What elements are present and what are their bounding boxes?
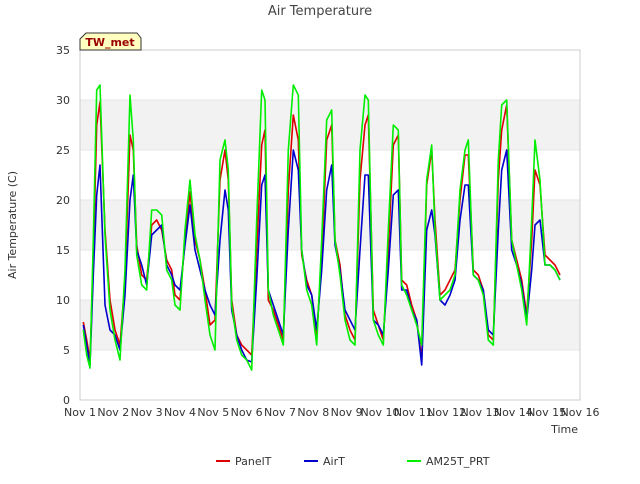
x-tick-label: Nov 11 — [394, 406, 433, 419]
grid-band — [80, 300, 580, 350]
x-tick-label: Nov 7 — [264, 406, 296, 419]
legend-label: AM25T_PRT — [426, 455, 490, 468]
legend-label: AirT — [323, 455, 345, 468]
x-tick-label: Nov 5 — [197, 406, 229, 419]
y-tick-label: 30 — [56, 94, 70, 107]
grid-band — [80, 250, 580, 300]
x-tick-label: Nov 1 — [64, 406, 96, 419]
plot-border — [79, 49, 581, 401]
x-tick-label: Nov 10 — [361, 406, 400, 419]
grid-band — [80, 350, 580, 400]
y-tick-label: 25 — [56, 144, 70, 157]
x-tick-label: Nov 15 — [527, 406, 566, 419]
x-tick-label: Nov 8 — [297, 406, 329, 419]
y-tick-label: 20 — [56, 194, 70, 207]
series-line-am25t-prt — [82, 84, 561, 371]
y-tick-label: 15 — [56, 244, 70, 257]
x-tick-label: Nov 14 — [494, 406, 533, 419]
grid-band — [80, 200, 580, 250]
x-tick-label: Nov 12 — [427, 406, 466, 419]
y-tick-label: 10 — [56, 294, 70, 307]
y-tick-label: 0 — [63, 394, 70, 407]
x-tick-label: Nov 9 — [331, 406, 363, 419]
badge-label: TW_met — [85, 36, 134, 49]
x-tick-label: Nov 4 — [164, 406, 196, 419]
badge: TW_met — [79, 32, 142, 51]
x-tick-label: Nov 3 — [131, 406, 163, 419]
x-axis-label: Time — [550, 423, 578, 436]
y-tick-label: 35 — [56, 44, 70, 57]
grid-band — [80, 50, 580, 100]
y-tick-label: 5 — [63, 344, 70, 357]
grid-band — [80, 100, 580, 150]
x-tick-label: Nov 13 — [461, 406, 500, 419]
y-axis-label: Air Temperature (C) — [6, 171, 19, 279]
x-tick-label: Nov 16 — [561, 406, 600, 419]
x-tick-label: Nov 6 — [231, 406, 263, 419]
legend-label: PanelT — [235, 455, 272, 468]
chart-title: Air Temperature — [268, 4, 372, 19]
x-tick-label: Nov 2 — [97, 406, 129, 419]
